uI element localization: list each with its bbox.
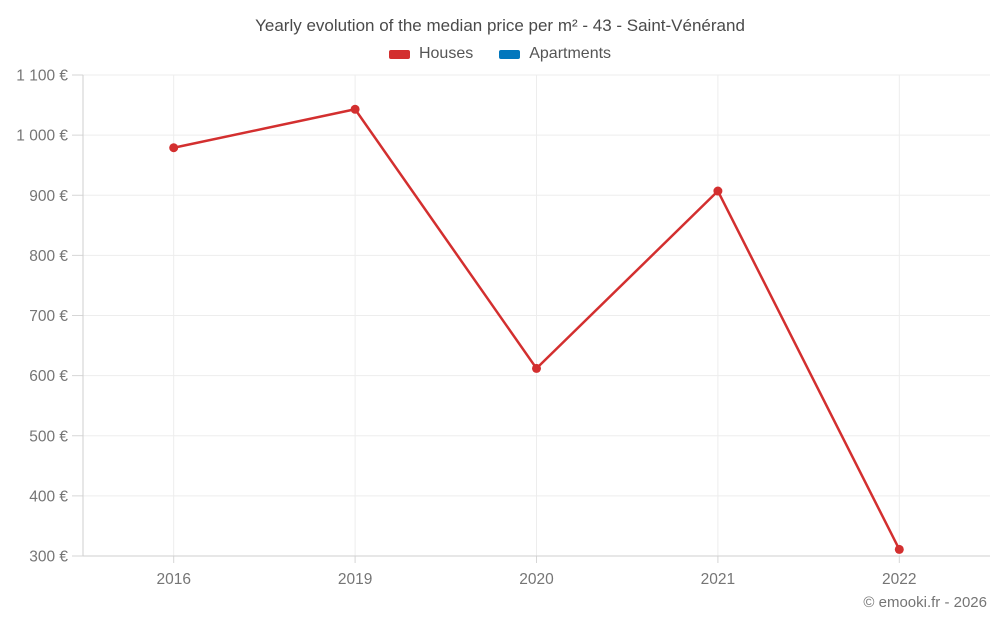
x-tick-label: 2020 — [519, 571, 554, 588]
x-tick-label: 2016 — [156, 571, 190, 588]
y-tick-label: 600 € — [29, 368, 68, 385]
x-tick-label: 2021 — [701, 571, 735, 588]
houses-point-2020[interactable] — [532, 363, 541, 373]
y-tick-label: 500 € — [29, 428, 68, 445]
apartments-legend-label: Apartments — [529, 45, 612, 62]
x-tick-label: 2022 — [882, 571, 916, 588]
x-tick-label: 2019 — [338, 571, 372, 588]
houses-point-2021[interactable] — [713, 186, 723, 196]
y-tick-label: 1 000 € — [16, 128, 68, 145]
houses-point-2019[interactable] — [350, 104, 360, 114]
houses-legend-label: Houses — [418, 45, 474, 62]
attribution-text: © emooki.fr - 2026 — [863, 594, 987, 611]
y-tick-label: 400 € — [29, 488, 68, 505]
chart-legend: Houses Apartments — [0, 45, 1000, 63]
y-tick-label: 800 € — [29, 248, 68, 265]
houses-point-2022[interactable] — [894, 544, 904, 554]
houses-point-2016[interactable] — [169, 143, 179, 153]
apartments-legend-swatch — [499, 49, 521, 59]
y-tick-label: 900 € — [29, 188, 68, 205]
y-tick-label: 1 100 € — [16, 68, 68, 85]
y-tick-label: 700 € — [29, 308, 68, 325]
chart-title: Yearly evolution of the median price per… — [255, 16, 745, 35]
houses-legend-swatch — [388, 49, 410, 59]
legend-item-houses[interactable]: Houses — [388, 45, 474, 63]
y-tick-label: 300 € — [29, 549, 68, 566]
legend-item-apartments[interactable]: Apartments — [499, 45, 611, 63]
